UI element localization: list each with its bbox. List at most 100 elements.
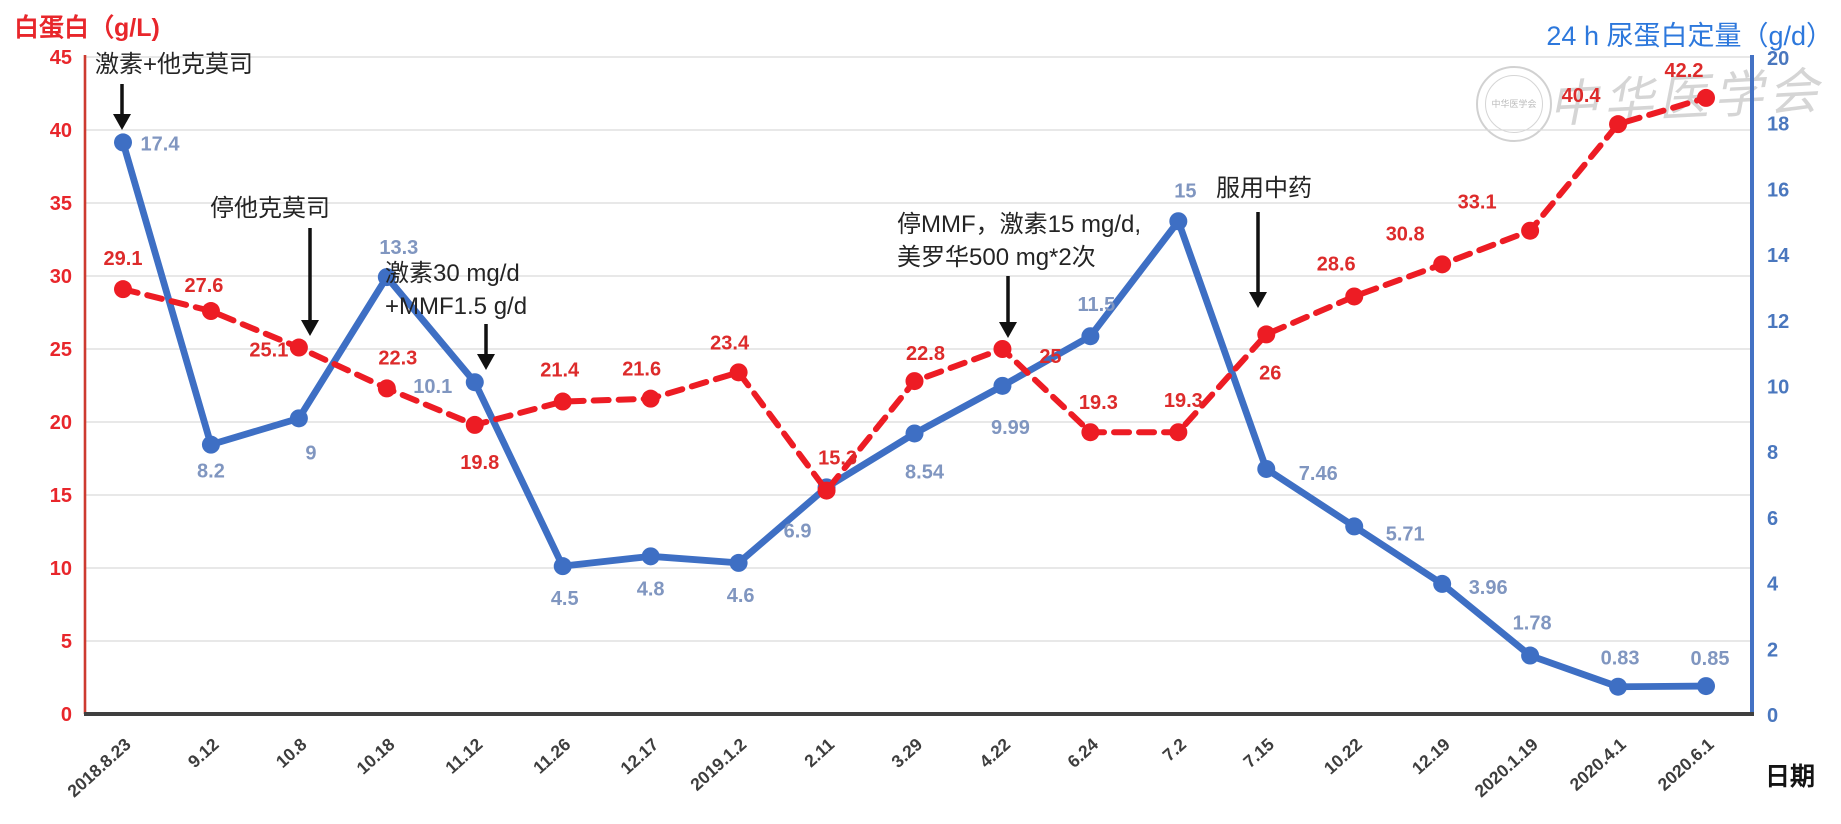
svg-text:5: 5 xyxy=(61,631,72,653)
axis-lines xyxy=(83,55,1754,716)
svg-text:15: 15 xyxy=(50,485,72,507)
svg-text:10.18: 10.18 xyxy=(353,734,399,778)
left-axis-title: 白蛋白（g/L) xyxy=(14,14,160,42)
data-point-label: 11.5 xyxy=(1077,294,1115,316)
annotation-arrowhead-icon xyxy=(999,322,1017,338)
svg-text:0: 0 xyxy=(1767,705,1778,727)
data-point xyxy=(1257,325,1276,344)
data-point-label: 0.85 xyxy=(1691,648,1730,670)
data-point-label: 1.78 xyxy=(1513,613,1552,635)
data-point-label: 13.3 xyxy=(379,237,418,259)
svg-text:16: 16 xyxy=(1767,179,1789,201)
data-point-label: 25 xyxy=(1039,346,1061,368)
data-point xyxy=(1169,212,1188,231)
svg-text:7.15: 7.15 xyxy=(1239,734,1278,772)
annotation-2: 停他克莫司 xyxy=(210,195,330,336)
svg-text:2.11: 2.11 xyxy=(800,734,838,771)
data-point xyxy=(1521,221,1540,240)
data-point-label: 40.4 xyxy=(1562,85,1602,107)
svg-text:20: 20 xyxy=(50,412,72,434)
svg-text:18: 18 xyxy=(1767,114,1789,136)
svg-text:45: 45 xyxy=(50,47,72,69)
data-point xyxy=(289,338,308,357)
data-point xyxy=(905,424,924,443)
svg-text:10.8: 10.8 xyxy=(272,734,311,772)
data-point xyxy=(641,547,660,566)
data-point xyxy=(1081,423,1100,442)
data-point xyxy=(289,409,308,428)
data-point xyxy=(1345,517,1364,536)
data-point xyxy=(1257,459,1276,478)
data-point xyxy=(905,372,924,391)
data-point-label: 25.1 xyxy=(249,340,288,362)
data-point-label: 19.3 xyxy=(1079,392,1118,414)
svg-text:2020.4.1: 2020.4.1 xyxy=(1566,734,1630,795)
svg-text:3.29: 3.29 xyxy=(887,734,926,772)
data-point xyxy=(201,435,220,454)
data-point-label: 0.83 xyxy=(1601,648,1640,670)
annotation-4: 停MMF，激素15 mg/d, 美罗华500 mg*2次 xyxy=(897,211,1141,338)
svg-text:0: 0 xyxy=(61,704,72,726)
data-point xyxy=(1345,287,1364,306)
data-point-label: 5.71 xyxy=(1386,523,1425,545)
data-point-label: 4.8 xyxy=(637,578,665,600)
gridlines xyxy=(85,56,1752,642)
data-point-label: 30.8 xyxy=(1386,223,1425,245)
data-point xyxy=(1697,677,1715,696)
svg-text:10.22: 10.22 xyxy=(1320,734,1366,778)
annotation-arrowhead-icon xyxy=(301,320,319,336)
svg-text:11.26: 11.26 xyxy=(529,734,574,778)
svg-text:2: 2 xyxy=(1767,639,1778,661)
data-point xyxy=(993,340,1012,358)
x-axis-tick-labels: 2018.8.23 9.12 10.8 10.18 11.12 11.26 12.17 201… xyxy=(63,734,1717,801)
data-point-label: 19.8 xyxy=(460,452,499,474)
data-point xyxy=(1697,88,1715,107)
svg-text:40: 40 xyxy=(50,120,72,142)
data-point xyxy=(729,553,748,572)
data-point xyxy=(641,389,660,408)
data-point xyxy=(1609,677,1628,696)
data-point-label: 9.99 xyxy=(991,417,1030,439)
data-point xyxy=(377,268,396,287)
data-point-label: 21.6 xyxy=(622,359,661,381)
annotation-text: 激素+他克莫司 xyxy=(95,51,253,78)
annotation-text: 美罗华500 mg*2次 xyxy=(897,244,1096,271)
svg-text:12.17: 12.17 xyxy=(616,734,662,778)
annotation-text: 服用中药 xyxy=(1216,175,1312,202)
annotation-text: 激素30 mg/d xyxy=(385,260,520,287)
data-point xyxy=(729,363,748,382)
annotation-text: +MMF1.5 g/d xyxy=(385,293,527,320)
annotation-arrowhead-icon xyxy=(113,114,131,130)
data-point xyxy=(1609,115,1628,134)
data-point-label: 15 xyxy=(1174,180,1196,202)
annotation-arrowhead-icon xyxy=(1249,292,1267,308)
data-point xyxy=(1081,327,1100,346)
data-point xyxy=(377,379,396,398)
data-point xyxy=(817,481,836,500)
data-point-label: 28.6 xyxy=(1317,253,1356,275)
right-axis-title: 24 h 尿蛋白定量（g/d） xyxy=(1546,21,1833,51)
data-point-label: 8.2 xyxy=(197,461,225,483)
svg-text:4.22: 4.22 xyxy=(975,734,1014,772)
data-point-label: 4.6 xyxy=(727,585,755,607)
data-point xyxy=(1169,423,1188,442)
data-point xyxy=(114,133,132,152)
data-point-label: 21.4 xyxy=(540,360,580,382)
data-point-label: 8.54 xyxy=(905,461,945,483)
svg-text:2020.6.1: 2020.6.1 xyxy=(1654,734,1718,795)
data-point-label: 6.9 xyxy=(784,520,812,542)
data-point xyxy=(465,415,484,434)
svg-text:30: 30 xyxy=(50,266,72,288)
albumin-series: 29.1 27.6 25.1 22.3 19.8 21.4 21.6 23.4 15.3 22.8… xyxy=(104,60,1715,500)
right-axis-tick-labels: 0 2 4 6 8 10 12 14 16 18 20 xyxy=(1767,48,1790,727)
svg-text:10: 10 xyxy=(1767,377,1789,399)
data-point-label: 33.1 xyxy=(1458,192,1497,214)
data-point xyxy=(201,302,220,321)
svg-text:10: 10 xyxy=(50,558,72,580)
data-point-label: 26 xyxy=(1259,362,1281,384)
x-axis-title: 日期 xyxy=(1765,763,1816,791)
data-point-label: 42.2 xyxy=(1665,60,1704,82)
